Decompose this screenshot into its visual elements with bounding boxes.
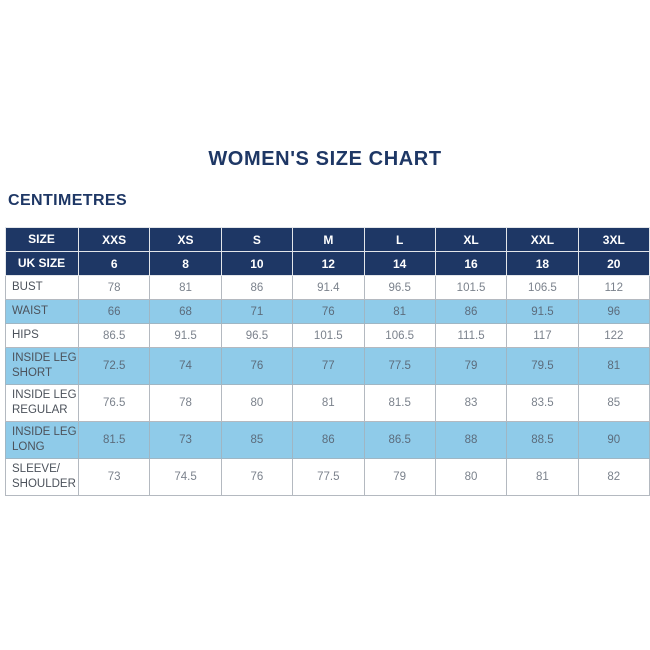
table-row-inside-leg-short-label: INSIDE LEG SHORT	[5, 347, 79, 385]
value-cell: 81.5	[363, 384, 436, 422]
value-cell: 111.5	[434, 323, 508, 348]
value-cell: 122	[577, 323, 650, 348]
value-cell: 16	[434, 251, 508, 276]
value-cell: 73	[149, 421, 222, 459]
table-row-bust: BUST 78 81 86 91.4 96.5 101.5 106.5 112	[5, 275, 650, 300]
value-cell: 6	[77, 251, 151, 276]
value-cell: 81	[577, 347, 650, 385]
value-cell: 81	[363, 299, 436, 324]
value-cell: 106.5	[363, 323, 436, 348]
value-cell: 83	[434, 384, 508, 422]
value-cell: 91.4	[292, 275, 365, 300]
value-cell: 96.5	[220, 323, 294, 348]
value-cell: 86	[292, 421, 365, 459]
table-row-sleeve-shoulder: SLEEVE/ SHOULDER 73 74.5 76 77.5 79 80 81 82	[5, 458, 650, 496]
value-cell: 117	[506, 323, 579, 348]
size-table-body: SIZE XXS XS S M L XL XXL 3XL UK SIZE 6 8 10 12 14 16 18 2…	[5, 227, 650, 496]
value-cell: 78	[149, 384, 222, 422]
value-cell: 14	[363, 251, 436, 276]
value-cell: 77	[292, 347, 365, 385]
table-row-hips: HIPS 86.5 91.5 96.5 101.5 106.5 111.5 117 122	[5, 323, 650, 348]
value-cell: 86	[434, 299, 508, 324]
table-row-inside-leg-long: INSIDE LEG LONG 81.5 73 85 86 86.5 88 88.5 90	[5, 421, 650, 459]
size-table: SIZE XXS XS S M L XL XXL 3XL UK SIZE 6 8 10 12 14 16 18 2…	[5, 227, 650, 496]
value-cell: XXS	[77, 227, 151, 252]
value-cell: 80	[434, 458, 508, 496]
value-cell: 91.5	[506, 299, 579, 324]
value-cell: S	[220, 227, 294, 252]
value-cell: 77.5	[292, 458, 365, 496]
value-cell: 90	[577, 421, 650, 459]
table-row-sleeve-shoulder-label: SLEEVE/ SHOULDER	[5, 458, 79, 496]
value-cell: 79	[434, 347, 508, 385]
uk-size-row-label: UK SIZE	[5, 251, 79, 276]
value-cell: 10	[220, 251, 294, 276]
unit-label: CENTIMETRES	[8, 192, 128, 209]
value-cell: 101.5	[434, 275, 508, 300]
value-cell: 18	[506, 251, 579, 276]
value-cell: 83.5	[506, 384, 579, 422]
size-header-row: SIZE XXS XS S M L XL XXL 3XL	[5, 227, 650, 252]
table-row-waist: WAIST 66 68 71 76 81 86 91.5 96	[5, 299, 650, 324]
value-cell: 80	[220, 384, 294, 422]
value-cell: 91.5	[149, 323, 222, 348]
value-cell: XS	[149, 227, 222, 252]
value-cell: 86.5	[363, 421, 436, 459]
uk-size-row: UK SIZE 6 8 10 12 14 16 18 20	[5, 251, 650, 276]
value-cell: 76.5	[77, 384, 151, 422]
page-title: WOMEN'S SIZE CHART	[208, 148, 442, 170]
table-row-inside-leg-short: INSIDE LEG SHORT 72.5 74 76 77 77.5 79 79.5 81	[5, 347, 650, 385]
value-cell: 85	[220, 421, 294, 459]
value-cell: 79	[363, 458, 436, 496]
value-cell: 96	[577, 299, 650, 324]
value-cell: 82	[577, 458, 650, 496]
value-cell: M	[292, 227, 365, 252]
value-cell: 73	[77, 458, 151, 496]
value-cell: 112	[577, 275, 650, 300]
value-cell: 88.5	[506, 421, 579, 459]
value-cell: 68	[149, 299, 222, 324]
value-cell: 101.5	[292, 323, 365, 348]
value-cell: 74	[149, 347, 222, 385]
value-cell: XL	[434, 227, 508, 252]
value-cell: 77.5	[363, 347, 436, 385]
value-cell: 20	[577, 251, 650, 276]
table-row-hips-label: HIPS	[5, 323, 79, 348]
value-cell: 96.5	[363, 275, 436, 300]
value-cell: 106.5	[506, 275, 579, 300]
value-cell: 86.5	[77, 323, 151, 348]
value-cell: 76	[220, 458, 294, 496]
value-cell: 72.5	[77, 347, 151, 385]
value-cell: XXL	[506, 227, 579, 252]
value-cell: 86	[220, 275, 294, 300]
value-cell: 85	[577, 384, 650, 422]
value-cell: 81	[292, 384, 365, 422]
value-cell: 12	[292, 251, 365, 276]
value-cell: 81.5	[77, 421, 151, 459]
value-cell: 76	[292, 299, 365, 324]
value-cell: 71	[220, 299, 294, 324]
value-cell: 66	[77, 299, 151, 324]
value-cell: 78	[77, 275, 151, 300]
table-row-waist-label: WAIST	[5, 299, 79, 324]
table-row-inside-leg-regular: INSIDE LEG REGULAR 76.5 78 80 81 81.5 83 83.5 85	[5, 384, 650, 422]
size-header-row-label: SIZE	[5, 227, 79, 252]
value-cell: 81	[149, 275, 222, 300]
value-cell: 3XL	[577, 227, 650, 252]
value-cell: 8	[149, 251, 222, 276]
table-row-inside-leg-regular-label: INSIDE LEG REGULAR	[5, 384, 79, 422]
value-cell: 88	[434, 421, 508, 459]
value-cell: 79.5	[506, 347, 579, 385]
table-row-inside-leg-long-label: INSIDE LEG LONG	[5, 421, 79, 459]
value-cell: 74.5	[149, 458, 222, 496]
value-cell: 76	[220, 347, 294, 385]
value-cell: L	[363, 227, 436, 252]
table-row-bust-label: BUST	[5, 275, 79, 300]
value-cell: 81	[506, 458, 579, 496]
